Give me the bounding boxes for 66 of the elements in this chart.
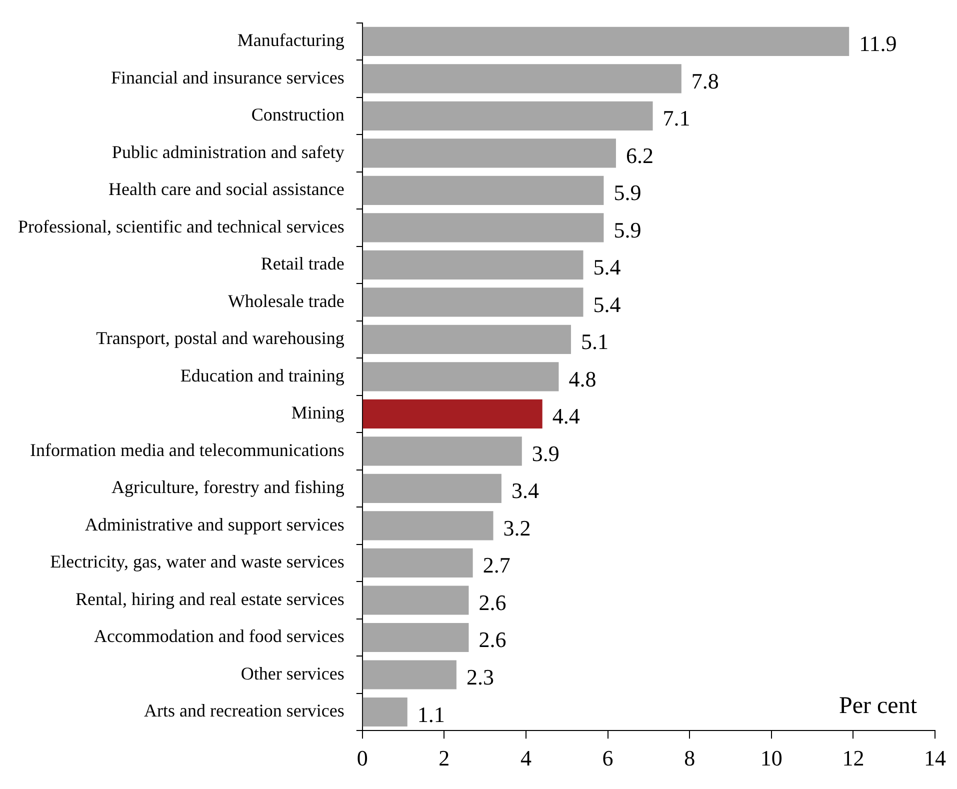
bar (362, 511, 494, 540)
y-tick-label: Administrative and support services (84, 514, 344, 534)
bar (362, 64, 682, 94)
y-tick-label: Professional, scientific and technical services (18, 216, 344, 236)
x-tick-label: 0 (356, 746, 368, 771)
data-label: 3.2 (503, 515, 531, 540)
bar (362, 660, 456, 690)
y-tick-label: Mining (291, 402, 344, 423)
y-tick-label: Accommodation and food services (94, 626, 344, 646)
data-label: 4.8 (568, 366, 596, 392)
bar (362, 436, 522, 466)
y-tick-label: Construction (251, 104, 344, 125)
bar (362, 324, 571, 354)
bar (362, 176, 604, 205)
bar (362, 26, 850, 56)
y-tick-label: Education and training (180, 365, 344, 386)
data-label: 4.4 (552, 404, 580, 429)
data-label: 7.1 (662, 106, 690, 131)
data-label: 3.9 (532, 440, 560, 466)
bar (362, 288, 584, 317)
bar (362, 622, 469, 652)
x-tick-label: 12 (842, 746, 864, 771)
y-tick-label: Public administration and safety (112, 142, 344, 162)
bar (362, 362, 559, 392)
bar (362, 474, 502, 503)
bar (362, 213, 604, 242)
data-label: 5.4 (593, 292, 621, 317)
bar (362, 586, 469, 615)
data-label: 11.9 (859, 31, 897, 56)
data-label: 5.1 (580, 329, 608, 354)
y-tick-label: Arts and recreation services (144, 700, 344, 721)
y-tick-label: Financial and insurance services (110, 67, 344, 88)
y-tick-label: Retail trade (260, 254, 344, 274)
x-tick-label: 6 (602, 746, 614, 771)
x-tick-label: 10 (760, 746, 782, 771)
y-tick-label: Agriculture, forestry and fishing (111, 477, 344, 498)
y-tick-label: Information media and telecommunications (30, 440, 344, 460)
y-tick-label: Health care and social assistance (108, 179, 344, 200)
y-tick-label: Electricity, gas, water and waste services (50, 552, 344, 572)
data-label: 3.4 (511, 478, 539, 504)
x-tick-label: 8 (684, 746, 696, 771)
bar (362, 399, 542, 428)
y-tick-label: Other services (240, 663, 344, 684)
bar (362, 101, 653, 130)
y-tick-label: Transport, postal and warehousing (96, 328, 344, 348)
x-tick-label: 2 (438, 746, 450, 771)
data-label: 2.7 (482, 552, 510, 578)
bar (362, 548, 473, 578)
data-label: 2.3 (466, 664, 494, 690)
x-axis-title: Per cent (839, 692, 918, 719)
data-label: 6.2 (626, 142, 654, 168)
bar (362, 138, 616, 168)
data-label: 7.8 (691, 68, 719, 94)
x-tick-label: 14 (924, 746, 946, 771)
bar (362, 697, 408, 726)
data-label: 1.1 (417, 702, 445, 727)
data-label: 5.4 (593, 254, 621, 280)
y-tick-label: Wholesale trade (228, 290, 344, 311)
data-label: 5.9 (614, 180, 642, 206)
bar (362, 250, 584, 280)
y-tick-label: Rental, hiring and real estate services (75, 588, 344, 609)
data-label: 5.9 (614, 217, 642, 242)
data-label: 2.6 (478, 627, 506, 652)
data-label: 2.6 (478, 590, 506, 615)
y-tick-label: Manufacturing (237, 30, 344, 50)
x-tick-label: 4 (520, 746, 532, 771)
